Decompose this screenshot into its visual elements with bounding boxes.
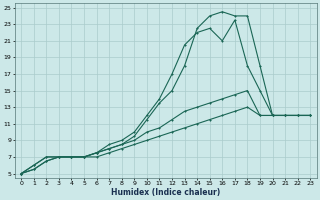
X-axis label: Humidex (Indice chaleur): Humidex (Indice chaleur): [111, 188, 220, 197]
